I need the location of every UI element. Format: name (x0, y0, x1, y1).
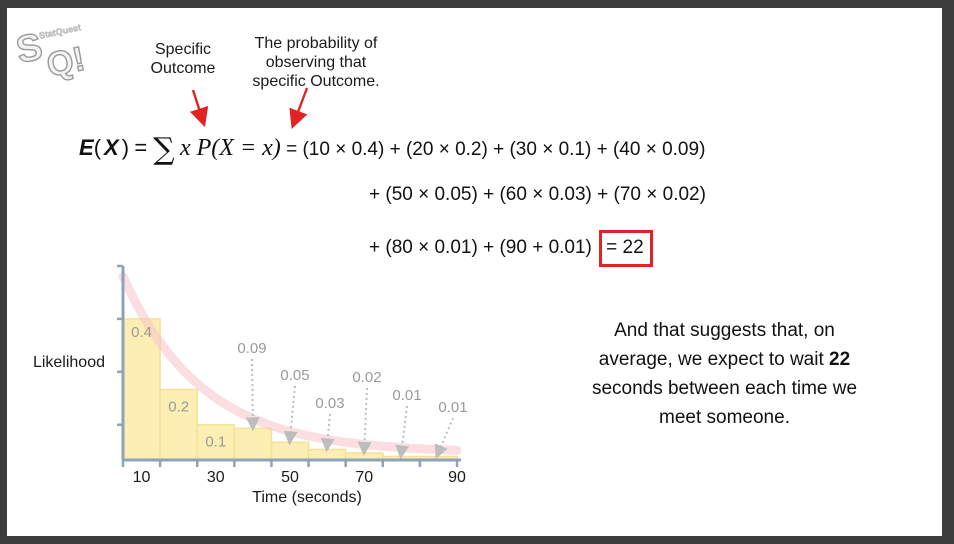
value-pointer-arrows (245, 358, 454, 460)
x-tick-label-70: 70 (355, 469, 373, 486)
x-tick-label-90: 90 (448, 469, 466, 486)
expectation-symbol: E (79, 135, 94, 160)
result-box: = 22 (599, 230, 653, 267)
equation-line-1: E(X) = ∑ x P(X = x) = (10 × 0.4) + (20 ×… (79, 132, 706, 167)
probability-annotation: The probability of observing that specific… (252, 35, 380, 90)
bar-labels: 0.4 0.2 0.1 0.09 0.05 0.03 0.02 0.01 0.01 (131, 324, 467, 451)
axes (117, 264, 461, 462)
y-axis-label: Likelihood (33, 354, 105, 371)
x-ticks: 10 30 50 70 90 (121, 460, 466, 486)
bar-label-60: 0.03 (315, 395, 344, 412)
equation-line-3: + (80 × 0.01) + (90 + 0.01) = 22 (369, 230, 653, 267)
pointer-arrow-60 (320, 413, 335, 453)
equation-line-2: + (50 × 0.05) + (60 × 0.03) + (70 × 0.02… (369, 184, 706, 205)
statquest-logo: S Q! StatQuest (13, 22, 87, 84)
summary-after: seconds between each time we meet someon… (591, 378, 858, 428)
x-tick-label-30: 30 (207, 469, 225, 486)
sum-body: x P(X = x) (179, 135, 281, 161)
bar-40 (233, 427, 273, 461)
bars (122, 318, 458, 461)
x-tick-label-50: 50 (281, 469, 299, 486)
bar-label-80: 0.01 (392, 387, 421, 404)
pointer-arrow-40 (245, 358, 260, 432)
summary-before: And that suggests that, on average, we e… (598, 320, 835, 370)
annotation-arrows (189, 87, 309, 129)
specific-outcome-annotation: Specific Outcome (150, 41, 216, 77)
bar-30 (196, 423, 236, 461)
bar-label-40: 0.09 (237, 340, 266, 357)
x-tick-label-10: 10 (133, 469, 151, 486)
likelihood-chart: 0.4 0.2 0.1 0.09 0.05 0.03 0.02 0.01 0.01 10 30 50… (33, 264, 468, 506)
sum-symbol: ∑ (153, 132, 175, 167)
bar-label-90: 0.01 (438, 399, 467, 416)
pointer-arrow-50 (283, 385, 298, 446)
summary-highlight: 22 (829, 349, 851, 370)
bar-label-50: 0.05 (280, 367, 309, 384)
bar-label-10: 0.4 (131, 324, 152, 341)
random-variable: X (104, 135, 119, 160)
bar-label-70: 0.02 (352, 369, 381, 386)
bar-label-20: 0.2 (168, 398, 189, 415)
result-value: = 22 (606, 237, 644, 258)
equation-terms-1: = (10 × 0.4) + (20 × 0.2) + (30 × 0.1) +… (286, 139, 706, 160)
bar-60 (307, 448, 347, 461)
bar-50 (270, 441, 310, 461)
probability-arrow (289, 87, 309, 129)
summary-text: And that suggests that, on average, we e… (577, 316, 872, 432)
equation-terms-3: + (80 × 0.01) + (90 + 0.01) (369, 237, 592, 258)
pointer-arrow-70 (357, 387, 372, 456)
x-axis-label: Time (seconds) (252, 489, 362, 506)
slide: S Q! StatQuest Specific Outcome The proba… (7, 8, 942, 536)
bar-label-30: 0.1 (205, 434, 226, 451)
specific-outcome-arrow (189, 89, 209, 128)
pointer-arrow-90 (434, 417, 454, 459)
svg-text:Q!: Q! (43, 40, 87, 84)
